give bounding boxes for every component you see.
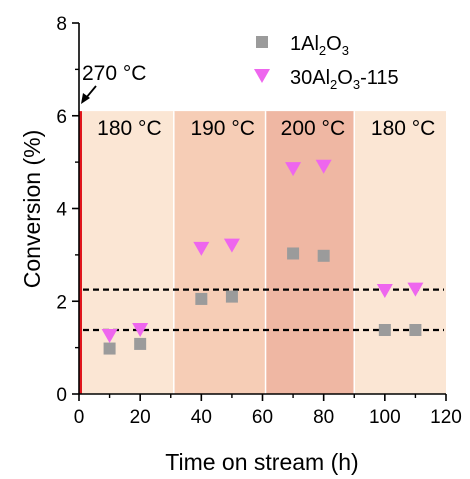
region-4 xyxy=(354,111,446,395)
y-tick-label: 2 xyxy=(56,292,67,313)
region-label: 180 °C xyxy=(371,117,435,140)
x-tick-label: 100 xyxy=(369,407,401,428)
region-2 xyxy=(173,111,266,395)
start-annotation-label: 270 °C xyxy=(82,62,146,85)
data-point xyxy=(285,162,302,177)
x-tick-label: 60 xyxy=(252,407,273,428)
legend-text: 30Al xyxy=(290,67,330,89)
data-point xyxy=(132,323,149,338)
start-annotation: 270 °C xyxy=(81,62,146,104)
legend-text: O xyxy=(337,67,353,89)
data-point xyxy=(103,342,116,355)
region-label: 190 °C xyxy=(190,117,254,140)
legend-text: O xyxy=(326,33,342,55)
data-point xyxy=(409,324,422,337)
y-tick-label: 8 xyxy=(56,14,67,35)
data-point xyxy=(225,290,238,303)
legend-marker xyxy=(254,69,270,83)
legend-subscript: 2 xyxy=(330,77,337,92)
y-tick-label: 4 xyxy=(56,200,67,221)
region-1 xyxy=(79,111,174,395)
data-point xyxy=(101,329,118,344)
legend-text: -115 xyxy=(360,67,399,89)
data-point xyxy=(315,159,332,174)
legend-label: 30Al2O3-115 xyxy=(290,67,399,92)
x-tick-label: 40 xyxy=(191,407,212,428)
x-axis-title: Time on stream (h) xyxy=(165,449,358,475)
region-3 xyxy=(265,111,355,395)
data-points xyxy=(101,159,424,355)
axes xyxy=(72,22,447,401)
legend-subscript: 3 xyxy=(342,43,349,58)
data-point xyxy=(195,292,208,305)
data-point xyxy=(376,284,393,299)
y-tick-label: 0 xyxy=(56,385,67,406)
data-point xyxy=(407,282,424,297)
data-point xyxy=(193,241,210,256)
data-point xyxy=(223,238,240,253)
y-axis-title: Conversion (%) xyxy=(19,130,45,289)
data-point xyxy=(317,249,330,262)
tick-labels: 0 20 40 60 80 100 120 0 2 4 6 8 xyxy=(56,14,461,428)
x-tick-label: 20 xyxy=(130,407,151,428)
region-label: 180 °C xyxy=(97,117,161,140)
legend-subscript: 3 xyxy=(353,77,360,92)
x-tick-label: 80 xyxy=(313,407,334,428)
legend-text: 1Al xyxy=(290,33,319,55)
data-point xyxy=(287,247,300,260)
legend-subscript: 2 xyxy=(319,43,326,58)
annotation-arrow-shaft xyxy=(85,85,97,99)
legend-marker xyxy=(256,36,268,48)
x-tick-label: 120 xyxy=(430,407,462,428)
data-point xyxy=(378,324,391,337)
x-tick-label: 0 xyxy=(74,407,85,428)
temperature-regions: 180 °C 190 °C 200 °C 180 °C xyxy=(79,111,446,395)
region-label: 200 °C xyxy=(281,117,345,140)
data-point xyxy=(134,337,147,350)
legend-label: 1Al2O3 xyxy=(290,33,349,58)
annotation-arrow-head xyxy=(81,93,90,104)
y-tick-label: 6 xyxy=(56,107,67,128)
